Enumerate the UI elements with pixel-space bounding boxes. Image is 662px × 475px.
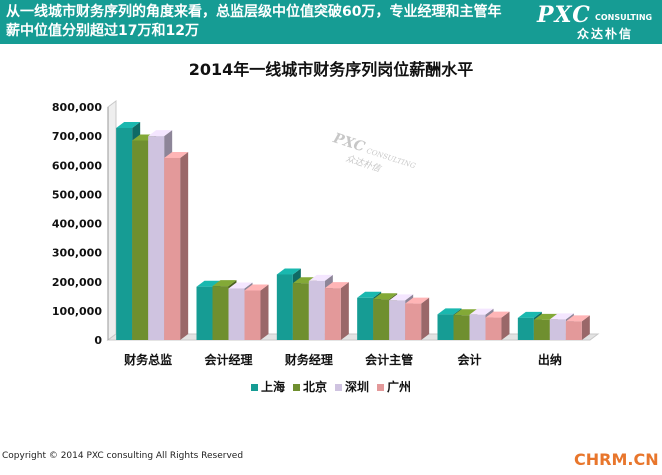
x-tick-label: 会计主管 xyxy=(365,352,413,367)
bar xyxy=(228,288,245,340)
bar xyxy=(453,315,470,340)
bar xyxy=(405,303,422,340)
y-tick-label: 100,000 xyxy=(52,305,102,318)
y-tick-label: 200,000 xyxy=(52,276,102,289)
bar-side xyxy=(260,284,269,340)
bar-top xyxy=(212,280,237,287)
legend-label: 北京 xyxy=(302,380,327,394)
bar-top xyxy=(357,291,382,298)
bar-top xyxy=(148,130,173,137)
legend-item: 北京 xyxy=(292,378,327,395)
bar-top xyxy=(116,121,141,128)
y-tick-label: 600,000 xyxy=(52,159,102,172)
bar xyxy=(357,297,374,340)
legend-label: 上海 xyxy=(260,380,285,394)
bar xyxy=(212,286,229,340)
bar-side xyxy=(581,315,590,340)
y-tick-label: 400,000 xyxy=(52,218,102,231)
bar-side xyxy=(340,282,349,340)
bar xyxy=(308,280,325,340)
headline: 从一线城市财务序列的角度来看，总监层级中位值突破60万，专业经理和主管年薪中位值… xyxy=(6,4,502,39)
bar-top xyxy=(469,308,494,315)
bar xyxy=(116,127,133,340)
brand-cn: 众达朴信 xyxy=(577,27,634,41)
bar-chart: 0 100,000 200,000 300,000 400,000 500,000 600,… xyxy=(52,100,600,367)
bar-top xyxy=(164,151,189,158)
brand-name: PXC xyxy=(537,2,591,28)
legend-swatch xyxy=(250,384,258,391)
bar-top xyxy=(437,308,462,315)
bar-side xyxy=(180,151,189,340)
bar xyxy=(469,314,486,340)
legend-label: 深圳 xyxy=(345,380,370,394)
bar-top xyxy=(485,311,510,318)
bar-top xyxy=(565,315,590,322)
bar-top xyxy=(405,297,430,304)
chart-side-wall xyxy=(107,100,117,341)
bar-top xyxy=(373,293,398,300)
bar xyxy=(389,300,406,340)
legend-item: 深圳 xyxy=(335,378,369,395)
bar-side xyxy=(501,311,510,340)
bar-top xyxy=(517,311,542,318)
x-tick-label: 财务总监 xyxy=(123,352,172,367)
bar-top xyxy=(324,282,349,289)
x-tick-label: 出纳 xyxy=(538,352,562,367)
bar xyxy=(132,140,149,340)
brand-sub: CONSULTING xyxy=(595,13,653,22)
y-tick-label: 500,000 xyxy=(52,188,102,201)
bar xyxy=(164,157,181,340)
y-tick-label: 300,000 xyxy=(52,247,102,260)
chart-title: 2014年一线城市财务序列岗位薪酬水平 xyxy=(188,60,474,79)
chart-legend: 上海 北京 深圳 广州 xyxy=(0,378,662,395)
x-tick-label: 会计经理 xyxy=(204,352,252,367)
y-tick-label: 700,000 xyxy=(52,130,102,143)
brand-logo: PXC CONSULTING 众达朴信 xyxy=(537,3,659,41)
bar xyxy=(324,288,341,340)
legend-swatch xyxy=(377,384,385,391)
x-tick-label: 会计 xyxy=(457,352,481,367)
legend-label: 广州 xyxy=(387,380,412,394)
bar-top xyxy=(228,282,253,289)
bar-top xyxy=(308,274,333,281)
legend-swatch xyxy=(335,384,342,391)
header-banner: 从一线城市财务序列的角度来看，总监层级中位值突破60万，专业经理和主管年薪中位值… xyxy=(0,0,662,44)
y-tick-label: 800,000 xyxy=(52,101,102,114)
bar xyxy=(437,314,454,340)
legend-swatch xyxy=(292,384,300,391)
bar-top xyxy=(276,268,301,275)
bar xyxy=(148,136,165,340)
bar-side xyxy=(421,297,430,340)
copyright-notice: Copyright © 2014 PXC consulting All Righ… xyxy=(2,451,244,461)
site-logo: CHRM.CN xyxy=(574,450,659,469)
legend-item: 上海 xyxy=(250,378,285,395)
bar xyxy=(276,274,293,340)
bar xyxy=(549,319,566,340)
y-tick-label: 0 xyxy=(94,334,102,347)
bar xyxy=(517,317,534,340)
bar xyxy=(196,286,213,340)
bar xyxy=(292,283,309,340)
bar-top xyxy=(244,284,269,291)
bar xyxy=(373,299,390,340)
bar-top xyxy=(389,294,414,301)
bar xyxy=(244,290,261,340)
bar xyxy=(565,321,582,340)
x-tick-label: 财务经理 xyxy=(284,352,333,367)
bar xyxy=(533,319,550,340)
legend-item: 广州 xyxy=(377,378,411,395)
bar-top xyxy=(549,313,574,320)
bar xyxy=(485,317,502,340)
